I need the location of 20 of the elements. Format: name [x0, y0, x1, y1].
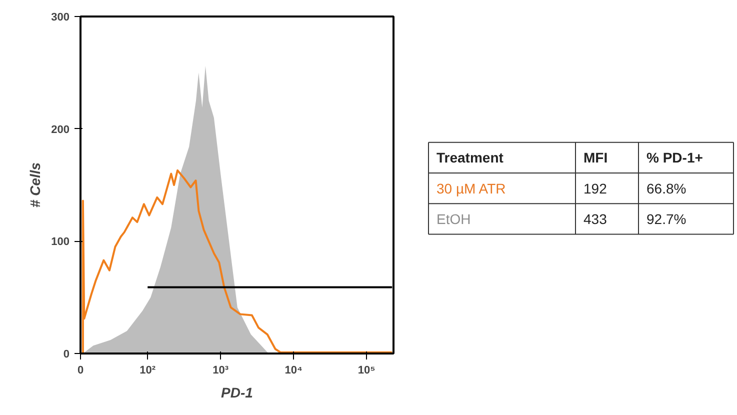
text: 92.7% [646, 210, 686, 227]
text: EtOH [436, 210, 471, 227]
x-tick-label: 10² [140, 364, 156, 376]
y-tick-label: 300 [51, 12, 70, 24]
x-tick-label: 10³ [212, 364, 229, 376]
y-axis-title: # Cells [27, 162, 44, 208]
text: 433 [584, 210, 607, 227]
x-tick-label: 10⁴ [284, 364, 302, 376]
x-tick-label: 0 [77, 364, 84, 376]
text: 192 [584, 180, 607, 196]
category-label: MFI [584, 150, 608, 166]
text: 30 µM ATR [436, 180, 506, 196]
y-tick-label: 100 [51, 236, 70, 248]
x-tick-label: 10⁵ [358, 364, 376, 376]
y-tick-label: 0 [63, 348, 70, 360]
x-axis-title: PD-1 [221, 384, 254, 400]
text: 66.8% [646, 180, 686, 196]
category-label: Treatment [436, 150, 504, 166]
y-tick-label: 200 [51, 124, 70, 136]
category-label: % PD-1+ [646, 150, 703, 166]
